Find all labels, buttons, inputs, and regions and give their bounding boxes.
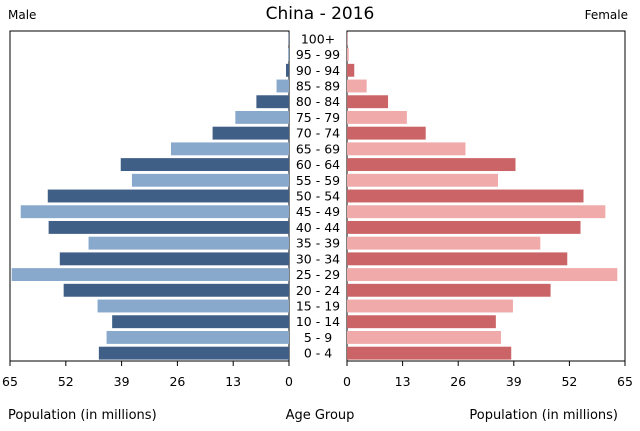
male-bar-8 (120, 158, 289, 172)
female-bar-11 (347, 205, 606, 219)
male-side-label: Male (8, 8, 37, 22)
age-group-label-10: 50 - 54 (296, 189, 340, 204)
x-axis-label-right: Population (in millions) (469, 408, 618, 423)
female-bar-16 (347, 283, 551, 297)
male-bar-18 (112, 315, 289, 329)
age-group-label-2: 90 - 94 (296, 63, 340, 78)
male-bar-4 (256, 95, 289, 109)
female-bar-13 (347, 236, 541, 250)
male-bar-1 (288, 48, 289, 62)
male-bar-10 (47, 189, 289, 203)
female-bar-2 (347, 63, 355, 77)
male-bar-7 (170, 142, 289, 156)
female-x-tick-label-5: 65 (617, 374, 633, 389)
x-axis-label-left: Population (in millions) (8, 408, 157, 423)
age-group-label-9: 55 - 59 (296, 173, 340, 188)
female-bar-20 (347, 346, 512, 360)
female-bar-15 (347, 268, 618, 282)
age-group-label-5: 75 - 79 (296, 110, 340, 125)
female-bar-8 (347, 158, 516, 172)
male-bar-20 (98, 346, 289, 360)
female-bar-6 (347, 126, 426, 140)
female-bar-1 (347, 48, 349, 62)
age-group-label-3: 85 - 89 (296, 79, 340, 94)
male-bar-11 (20, 205, 289, 219)
female-bar-17 (347, 299, 513, 313)
female-x-tick-label-4: 52 (561, 374, 577, 389)
male-bar-15 (11, 268, 290, 282)
female-bar-3 (347, 79, 367, 93)
male-bar-6 (212, 126, 289, 140)
age-group-label-7: 65 - 69 (296, 141, 340, 156)
age-group-label-15: 25 - 29 (296, 267, 340, 282)
age-group-label-11: 45 - 49 (296, 204, 340, 219)
male-bar-9 (131, 173, 289, 187)
age-group-label-14: 30 - 34 (296, 251, 340, 266)
female-bar-14 (347, 252, 568, 266)
male-x-tick-label-1: 52 (58, 374, 74, 389)
female-bar-9 (347, 173, 498, 187)
female-bar-10 (347, 189, 584, 203)
female-x-tick-label-3: 39 (506, 374, 522, 389)
female-bar-4 (347, 95, 389, 109)
age-group-label-4: 80 - 84 (296, 94, 340, 109)
male-x-tick-label-3: 26 (169, 374, 185, 389)
chart-title: China - 2016 (265, 4, 375, 24)
male-bar-12 (48, 220, 289, 234)
age-group-label-12: 40 - 44 (296, 220, 340, 235)
female-side-label: Female (584, 8, 628, 22)
age-group-label-0: 100+ (301, 31, 335, 46)
female-x-tick-label-0: 0 (343, 374, 351, 389)
age-group-label-17: 15 - 19 (296, 299, 340, 314)
female-bar-19 (347, 330, 501, 344)
age-group-label-8: 60 - 64 (296, 157, 340, 172)
age-group-label-1: 95 - 99 (296, 47, 340, 62)
female-bar-12 (347, 220, 581, 234)
female-x-tick-label-1: 13 (395, 374, 411, 389)
male-bar-2 (285, 63, 289, 77)
male-bar-5 (235, 110, 289, 124)
age-group-label-19: 5 - 9 (304, 330, 332, 345)
male-bar-17 (97, 299, 289, 313)
male-x-tick-label-4: 13 (225, 374, 241, 389)
female-bar-18 (347, 315, 496, 329)
age-group-label-18: 10 - 14 (296, 314, 340, 329)
age-group-label-6: 70 - 74 (296, 126, 340, 141)
male-bar-3 (276, 79, 289, 93)
female-bar-7 (347, 142, 466, 156)
age-group-label-16: 20 - 24 (296, 283, 340, 298)
male-x-tick-label-5: 0 (285, 374, 293, 389)
male-bar-14 (59, 252, 289, 266)
female-x-tick-label-2: 26 (450, 374, 466, 389)
female-bar-5 (347, 110, 407, 124)
male-bar-19 (106, 330, 289, 344)
age-group-label-13: 35 - 39 (296, 236, 340, 251)
male-bar-13 (88, 236, 290, 250)
male-x-tick-label-0: 65 (2, 374, 18, 389)
age-group-label-20: 0 - 4 (304, 346, 332, 361)
x-axis-label-center: Age Group (285, 408, 355, 423)
male-x-tick-label-2: 39 (114, 374, 130, 389)
male-bar-16 (63, 283, 290, 297)
